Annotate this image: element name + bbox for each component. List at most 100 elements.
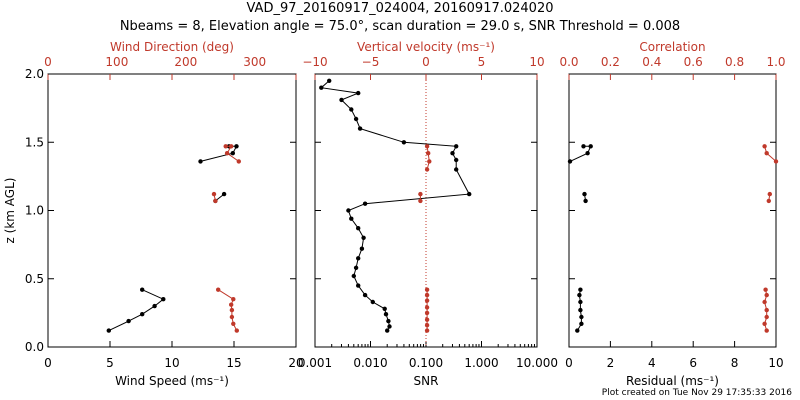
data-point	[353, 265, 359, 270]
x-tick-label-top: 0.4	[642, 55, 661, 69]
x-tick-label-bottom: 8	[731, 356, 739, 370]
data-point	[370, 299, 375, 305]
series-line	[426, 146, 430, 170]
data-point	[362, 292, 368, 298]
data-point	[213, 198, 218, 204]
data-point	[401, 140, 407, 145]
plot-frame	[47, 73, 297, 348]
data-point	[356, 90, 361, 96]
x-tick-label-bottom: 5	[106, 356, 114, 370]
x-axis-label-top: Correlation	[639, 40, 705, 54]
title-line-2: Nbeams = 8, Elevation angle = 75.0°, sca…	[119, 19, 681, 34]
data-point	[224, 151, 230, 156]
data-point	[229, 144, 234, 149]
data-point	[581, 144, 586, 149]
data-point	[424, 292, 430, 298]
x-tick-label-bottom: 0.010	[353, 356, 387, 370]
data-point	[349, 107, 354, 112]
y-axis-label: z (km AGL)	[3, 178, 17, 244]
data-point	[236, 159, 241, 164]
data-point	[362, 201, 368, 206]
data-point	[234, 144, 239, 149]
data-point	[357, 126, 363, 131]
data-point	[229, 307, 235, 313]
data-point	[385, 328, 390, 333]
data-point	[319, 85, 324, 90]
data-point	[387, 324, 392, 329]
data-point	[231, 321, 236, 326]
data-point	[577, 292, 582, 298]
data-point	[579, 321, 584, 326]
data-point	[229, 302, 234, 307]
plot-frame	[568, 73, 777, 348]
data-point	[583, 198, 588, 204]
data-point	[424, 310, 430, 316]
series-line	[320, 80, 470, 331]
x-tick-label-bottom: 10	[164, 356, 179, 370]
data-point	[424, 328, 430, 333]
data-point	[349, 216, 354, 221]
data-point	[230, 151, 235, 156]
series-line	[225, 145, 240, 162]
data-point	[353, 116, 359, 122]
y-tick-label: 0.5	[25, 272, 44, 286]
data-point	[762, 144, 767, 149]
data-point	[386, 318, 391, 324]
x-tick-label-top: 0	[422, 55, 430, 69]
data-point	[424, 317, 430, 322]
data-point	[356, 283, 361, 288]
data-point	[361, 235, 366, 240]
data-point	[211, 191, 217, 197]
x-tick-label-top: 0	[44, 55, 52, 69]
x-axis-label-bottom: Residual (ms⁻¹)	[626, 374, 719, 388]
data-point	[229, 314, 235, 320]
data-point	[351, 273, 356, 279]
data-point	[454, 167, 459, 172]
data-point	[356, 226, 361, 231]
data-point	[764, 151, 769, 156]
title-line-1: VAD_97_20160917_024004, 20160917.024020	[246, 1, 554, 16]
x-tick-label-top: 0.6	[684, 55, 703, 69]
data-point	[567, 159, 573, 164]
x-tick-label-top: 10	[529, 55, 544, 69]
data-point	[454, 157, 459, 163]
x-axis-label-top: Vertical velocity (ms⁻¹)	[357, 40, 495, 54]
data-point	[356, 256, 361, 261]
data-point	[359, 246, 365, 251]
x-tick-label-bottom: 10	[768, 356, 783, 370]
x-tick-label-bottom: 15	[226, 356, 241, 370]
data-point	[764, 314, 769, 320]
data-point	[418, 198, 423, 204]
x-tick-label-top: −10	[302, 55, 327, 69]
y-tick-label: 0.0	[25, 340, 44, 354]
data-point	[424, 287, 430, 292]
data-point	[764, 292, 769, 298]
data-point	[424, 305, 430, 310]
x-tick-label-top: 0.0	[559, 55, 578, 69]
data-point	[198, 159, 203, 164]
data-point	[585, 151, 590, 156]
data-point	[764, 307, 769, 313]
data-point	[346, 208, 351, 213]
data-point	[424, 323, 430, 328]
data-point	[579, 314, 584, 320]
data-point	[762, 299, 767, 305]
x-tick-label-bottom: 0.100	[409, 356, 443, 370]
x-tick-label-bottom: 6	[689, 356, 697, 370]
data-point	[427, 159, 432, 164]
data-point	[426, 151, 431, 156]
x-tick-label-top: 5	[478, 55, 486, 69]
data-point	[582, 191, 587, 197]
plot-timestamp: Plot created on Tue Nov 29 17:35:33 2016	[601, 388, 792, 398]
data-point	[161, 297, 166, 302]
data-point	[424, 298, 430, 303]
x-tick-label-top: 200	[174, 55, 197, 69]
data-point	[126, 318, 131, 324]
data-point	[424, 144, 430, 149]
x-tick-label-bottom: 0.001	[298, 356, 332, 370]
data-point	[339, 97, 344, 103]
data-point	[140, 287, 145, 292]
data-point	[578, 287, 583, 292]
